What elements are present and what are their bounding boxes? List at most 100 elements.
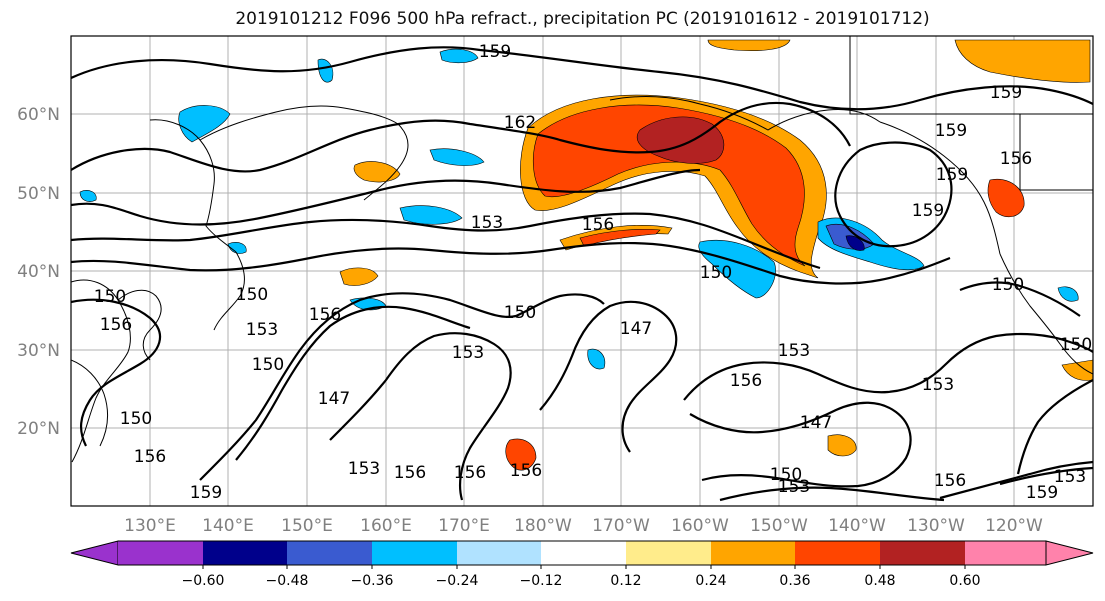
contour-label: 153: [1054, 467, 1086, 487]
colorbar-extend-high: [1045, 540, 1094, 566]
contour-label: 150: [504, 303, 536, 323]
contour-label: 156: [394, 463, 426, 483]
contour-label: 156: [454, 463, 486, 483]
colorbar-extend-low: [70, 540, 119, 566]
contour-label: 150: [120, 409, 152, 429]
contour-label: 150: [94, 287, 126, 307]
precip-positive-fills: [339, 39, 1093, 471]
precip-fill-west-pac-45n: [399, 205, 463, 225]
contour-label: 156: [134, 447, 166, 467]
precip-fill-bc-coast: [954, 39, 1091, 83]
contour-label: 150: [992, 275, 1024, 295]
lon-label: 180°W: [514, 516, 572, 536]
lon-label: 120°W: [985, 516, 1043, 536]
colorbar-tick-label: −0.36: [351, 573, 394, 589]
precip-fill-180-25n: [505, 438, 537, 471]
contour-labels: 159 159 159 162 153 156 150 150 150 150 …: [94, 42, 1092, 503]
lon-label: 130°W: [907, 516, 965, 536]
precip-fill-sakhalin: [317, 58, 334, 83]
contour-label: 150: [236, 285, 268, 305]
contour-label: 156: [510, 461, 542, 481]
colorbar-segment: [626, 541, 711, 565]
lon-label: 160°W: [671, 516, 729, 536]
precip-fill-kamchatka: [429, 148, 485, 166]
colorbar-segment: [287, 541, 372, 565]
precip-fill-alaska-top: [707, 39, 791, 51]
colorbar-segment: [795, 541, 880, 565]
contour-label: 147: [620, 319, 652, 339]
precip-fill-japan-east: [339, 267, 379, 286]
chart-title: 2019101212 F096 500 hPa refract., precip…: [235, 9, 930, 29]
longitude-labels: 130°E 140°E 150°E 160°E 170°E 180°W 170°…: [124, 516, 1043, 536]
latitude-labels: 60°N 50°N 40°N 30°N 20°N: [17, 105, 60, 439]
contour-label: 156: [309, 305, 341, 325]
colorbar-segment: [457, 541, 541, 565]
colorbar-tick-label: −0.24: [436, 573, 479, 589]
contour-label: 153: [348, 459, 380, 479]
contour-label: 156: [582, 215, 614, 235]
precip-fill-baja: [1061, 359, 1093, 381]
contour-label: 156: [730, 371, 762, 391]
contour-label: 159: [936, 165, 968, 185]
precip-fill-band-40n-core: [579, 228, 661, 247]
lon-label: 170°E: [438, 516, 490, 536]
contour-label: 159: [990, 83, 1022, 103]
contour-label: 153: [922, 375, 954, 395]
contour-label: 159: [1026, 483, 1058, 503]
lon-label: 150°W: [750, 516, 808, 536]
colorbar-segment: [118, 541, 203, 565]
precip-fill-alaska-ne: [439, 48, 479, 64]
colorbar-tick-label: −0.48: [266, 573, 309, 589]
contour-label: 150: [770, 465, 802, 485]
lon-label: 170°W: [592, 516, 650, 536]
colorbar-segment: [880, 541, 965, 565]
lon-label: 140°E: [202, 516, 254, 536]
contour-label: 156: [934, 471, 966, 491]
contour-label: 159: [912, 201, 944, 221]
contour-label: 150: [700, 263, 732, 283]
contour-label: 159: [479, 42, 511, 62]
contour-label: 150: [1060, 335, 1092, 355]
lat-label: 30°N: [17, 341, 60, 361]
lon-label: 160°E: [360, 516, 412, 536]
colorbar-tick-label: 0.24: [695, 573, 726, 589]
coastlines: [71, 36, 1093, 463]
lon-label: 150°E: [281, 516, 333, 536]
contour-label: 156: [1000, 149, 1032, 169]
contour-label: 159: [935, 121, 967, 141]
contour-label: 153: [246, 320, 278, 340]
refractivity-contours: [71, 46, 1093, 502]
contour-label: 153: [471, 213, 503, 233]
precip-fill-east-asia-blue: [79, 190, 97, 202]
colorbar-segment: [965, 541, 1046, 565]
contour-label: 153: [452, 343, 484, 363]
colorbar-segment: [711, 541, 795, 565]
precip-fill-ne-pacific-max: [845, 235, 865, 251]
contour-label: 156: [100, 315, 132, 335]
contour-label: 153: [778, 341, 810, 361]
precip-fill-30n-170w: [587, 348, 606, 370]
lat-label: 60°N: [17, 105, 60, 125]
contour-label: 162: [504, 113, 536, 133]
lon-label: 140°W: [828, 516, 886, 536]
colorbar: −0.60 −0.48 −0.36 −0.24 −0.12 0.12 0.24 …: [70, 540, 1094, 589]
colorbar-tick-label: −0.60: [182, 573, 225, 589]
precip-fill-nw-canada: [987, 178, 1025, 218]
contour-label: 147: [318, 389, 350, 409]
lat-label: 50°N: [17, 184, 60, 204]
precip-fill-siberia: [178, 105, 231, 143]
contour-label: 147: [800, 413, 832, 433]
colorbar-segment: [203, 541, 287, 565]
contour-label: 150: [252, 355, 284, 375]
lat-label: 40°N: [17, 262, 60, 282]
colorbar-tick-label: 0.12: [610, 573, 641, 589]
precip-fill-40n-160w: [698, 239, 776, 299]
map-frame: [70, 35, 1094, 507]
lon-label: 130°E: [124, 516, 176, 536]
contour-label: 159: [190, 483, 222, 503]
lat-label: 20°N: [17, 419, 60, 439]
colorbar-tick-label: −0.12: [520, 573, 563, 589]
colorbar-tick-label: 0.48: [864, 573, 895, 589]
colorbar-tick-label: 0.60: [949, 573, 980, 589]
